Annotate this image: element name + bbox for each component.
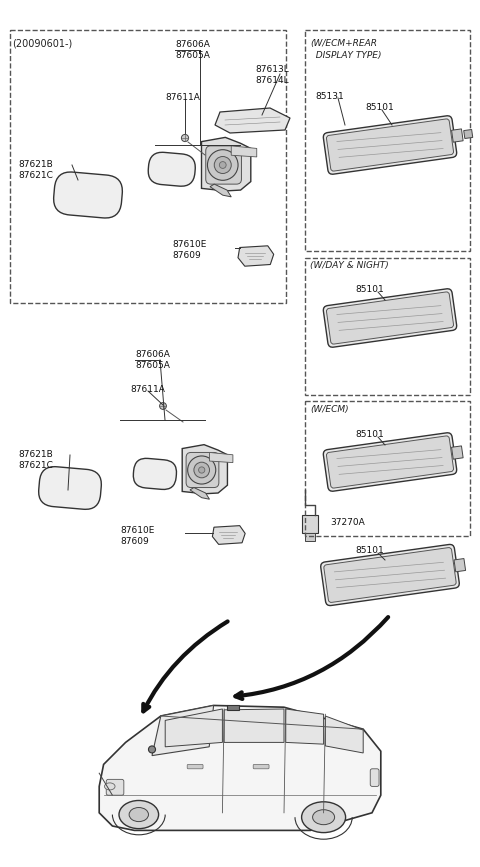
FancyBboxPatch shape <box>324 548 456 603</box>
Circle shape <box>207 150 238 180</box>
Text: 85101: 85101 <box>365 103 394 112</box>
FancyBboxPatch shape <box>133 459 177 490</box>
Text: 87614L: 87614L <box>255 76 288 85</box>
Text: (W/ECM): (W/ECM) <box>310 405 348 414</box>
Polygon shape <box>152 706 214 756</box>
FancyBboxPatch shape <box>206 146 241 184</box>
Circle shape <box>219 161 226 168</box>
Ellipse shape <box>312 810 335 825</box>
Polygon shape <box>325 716 363 753</box>
Bar <box>454 558 466 572</box>
FancyBboxPatch shape <box>148 153 195 186</box>
FancyArrowPatch shape <box>337 133 441 141</box>
Bar <box>10 30 286 303</box>
Polygon shape <box>210 184 231 197</box>
Text: 37270A: 37270A <box>330 518 365 527</box>
Circle shape <box>159 402 167 409</box>
Text: 85101: 85101 <box>355 430 384 439</box>
Ellipse shape <box>119 800 158 829</box>
Polygon shape <box>212 525 245 544</box>
Polygon shape <box>202 137 251 191</box>
Circle shape <box>188 456 216 484</box>
Text: 87605A: 87605A <box>175 51 210 60</box>
Bar <box>452 129 463 142</box>
Polygon shape <box>224 709 284 742</box>
Text: DISPLAY TYPE): DISPLAY TYPE) <box>310 51 382 60</box>
Text: (W/ECM+REAR: (W/ECM+REAR <box>310 39 377 48</box>
Bar <box>305 533 315 541</box>
Text: 87613L: 87613L <box>255 65 289 74</box>
Text: 87609: 87609 <box>120 537 149 546</box>
FancyBboxPatch shape <box>326 119 454 171</box>
Text: 87609: 87609 <box>172 251 201 260</box>
Polygon shape <box>231 146 257 157</box>
FancyBboxPatch shape <box>324 116 456 174</box>
Polygon shape <box>99 706 381 831</box>
Bar <box>464 129 473 139</box>
FancyArrowPatch shape <box>338 458 442 466</box>
FancyArrowPatch shape <box>338 314 442 323</box>
Circle shape <box>199 467 205 473</box>
FancyBboxPatch shape <box>324 289 456 347</box>
Polygon shape <box>286 709 324 744</box>
FancyBboxPatch shape <box>326 292 454 344</box>
FancyBboxPatch shape <box>187 765 203 769</box>
FancyBboxPatch shape <box>186 453 219 487</box>
Text: 85101: 85101 <box>355 285 384 294</box>
Circle shape <box>148 746 156 753</box>
Bar <box>305 30 470 251</box>
Ellipse shape <box>301 802 346 832</box>
Text: 87605A: 87605A <box>135 361 170 370</box>
Text: (W/DAY & NIGHT): (W/DAY & NIGHT) <box>310 261 389 270</box>
Text: 87621B: 87621B <box>18 160 53 169</box>
FancyArrowPatch shape <box>336 578 446 588</box>
FancyBboxPatch shape <box>370 769 379 786</box>
Text: 87606A: 87606A <box>135 350 170 359</box>
Text: 87611A: 87611A <box>130 385 165 394</box>
Polygon shape <box>190 487 209 499</box>
FancyBboxPatch shape <box>324 433 456 492</box>
Ellipse shape <box>105 783 115 790</box>
Text: 85101: 85101 <box>355 546 384 555</box>
FancyArrowPatch shape <box>334 563 444 572</box>
FancyArrowPatch shape <box>338 140 442 149</box>
Bar <box>227 705 239 710</box>
FancyArrowPatch shape <box>339 148 443 158</box>
Circle shape <box>194 462 209 478</box>
FancyArrowPatch shape <box>336 570 444 580</box>
Bar <box>302 515 318 533</box>
Polygon shape <box>182 445 228 494</box>
Polygon shape <box>165 709 222 746</box>
FancyBboxPatch shape <box>54 172 122 218</box>
Polygon shape <box>238 246 274 266</box>
Text: 87606A: 87606A <box>175 40 210 49</box>
Bar <box>305 401 470 536</box>
Polygon shape <box>209 453 233 463</box>
FancyArrowPatch shape <box>337 306 441 315</box>
Bar <box>305 258 470 395</box>
FancyBboxPatch shape <box>253 765 269 769</box>
Text: 87611A: 87611A <box>165 93 200 102</box>
Polygon shape <box>215 108 290 133</box>
Ellipse shape <box>129 807 148 822</box>
Text: 85131: 85131 <box>315 92 344 101</box>
Circle shape <box>214 157 231 173</box>
Text: (20090601-): (20090601-) <box>12 38 72 48</box>
Text: 87610E: 87610E <box>172 240 206 249</box>
FancyBboxPatch shape <box>326 436 454 488</box>
FancyBboxPatch shape <box>39 466 101 509</box>
FancyArrowPatch shape <box>339 466 443 474</box>
Circle shape <box>181 134 189 141</box>
FancyArrowPatch shape <box>337 450 441 459</box>
FancyArrowPatch shape <box>339 322 443 330</box>
FancyBboxPatch shape <box>321 544 459 605</box>
FancyBboxPatch shape <box>106 779 124 795</box>
Text: 87621C: 87621C <box>18 171 53 180</box>
Text: 87610E: 87610E <box>120 526 155 535</box>
Text: 87621B: 87621B <box>18 450 53 459</box>
Text: 87621C: 87621C <box>18 461 53 470</box>
Bar <box>452 446 463 460</box>
